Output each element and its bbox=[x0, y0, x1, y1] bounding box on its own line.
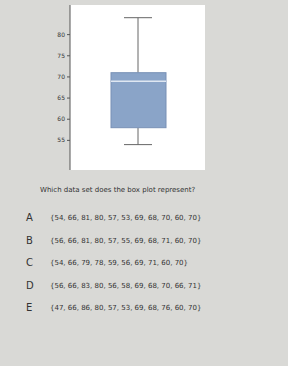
choice-text: {56, 66, 83, 80, 56, 58, 69, 68, 70, 66,… bbox=[50, 282, 201, 290]
choice-letter: E bbox=[26, 302, 32, 313]
y-tick-label: 80 bbox=[57, 31, 65, 38]
y-tick-label: 70 bbox=[57, 73, 65, 80]
question: Which data set does the box plot represe… bbox=[40, 186, 195, 194]
y-tick bbox=[67, 55, 70, 56]
y-tick bbox=[67, 76, 70, 77]
choice-text: {54, 66, 79, 78, 59, 56, 69, 71, 60, 70} bbox=[50, 259, 188, 267]
y-tick bbox=[67, 98, 70, 99]
median bbox=[111, 80, 166, 82]
lower-whisker bbox=[138, 128, 139, 145]
plot-area bbox=[70, 5, 205, 170]
choice-letter: D bbox=[26, 280, 34, 291]
min-cap bbox=[124, 144, 152, 145]
upper-whisker bbox=[138, 18, 139, 73]
choice-letter: C bbox=[26, 257, 33, 268]
choice-letter: A bbox=[26, 212, 33, 223]
choice-text: {56, 66, 81, 80, 57, 55, 69, 68, 71, 60,… bbox=[50, 237, 201, 245]
choice-text: {47, 66, 86, 80, 57, 53, 69, 68, 76, 60,… bbox=[50, 304, 201, 312]
y-tick-label: 75 bbox=[57, 52, 65, 59]
choice-letter: B bbox=[26, 235, 33, 246]
box-group bbox=[111, 18, 166, 145]
y-tick bbox=[67, 140, 70, 141]
box bbox=[111, 73, 166, 128]
y-tick bbox=[67, 119, 70, 120]
page: 55 60 65 70 75 80 Which data set does the box … bbox=[0, 0, 288, 366]
y-tick bbox=[67, 34, 70, 35]
y-tick-label: 60 bbox=[57, 115, 65, 122]
y-tick-label: 55 bbox=[57, 136, 65, 143]
y-tick-label: 65 bbox=[57, 94, 65, 101]
max-cap bbox=[124, 17, 152, 18]
y-axis bbox=[70, 5, 71, 170]
choice-text: {54, 66, 81, 80, 57, 53, 69, 68, 70, 60,… bbox=[50, 214, 201, 222]
